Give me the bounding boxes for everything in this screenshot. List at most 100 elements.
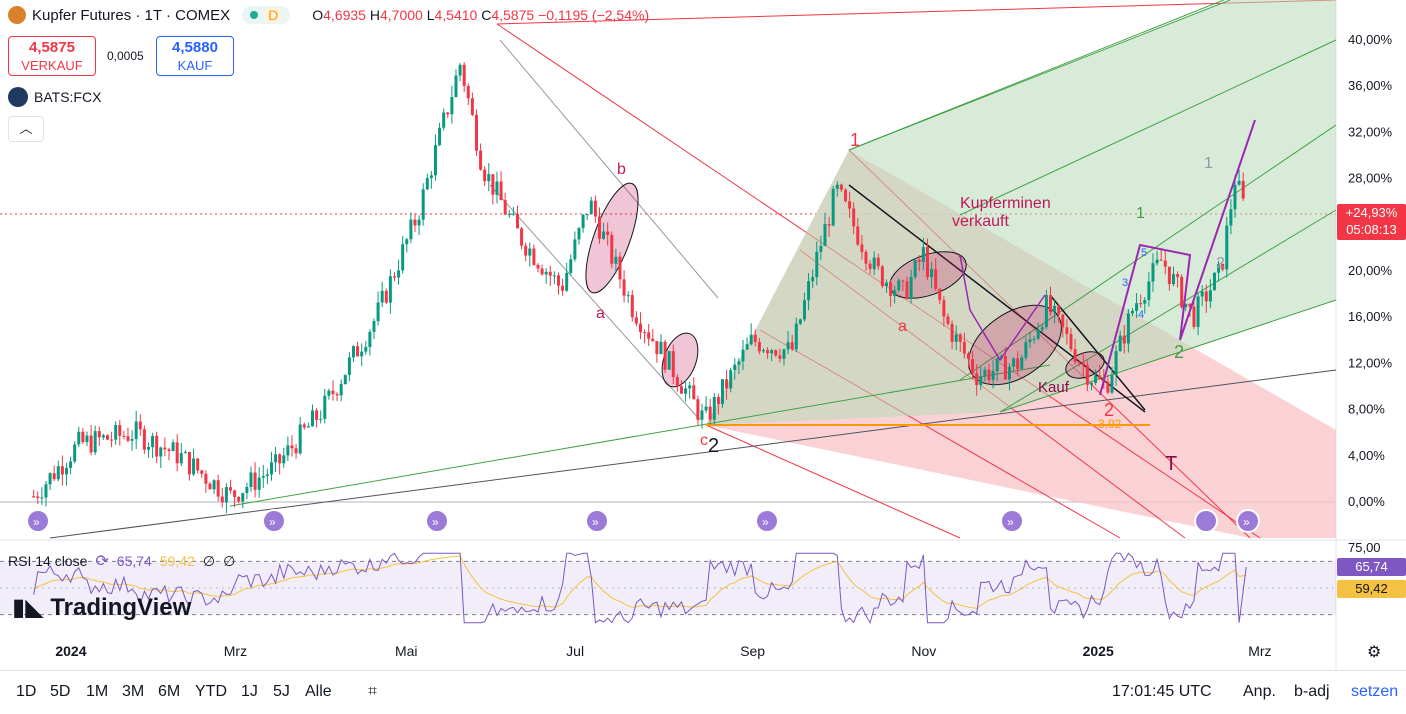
rsi-legend[interactable]: RSI 14 close ⟳ 65,74 59,42 ∅ ∅ (8, 552, 236, 571)
candle-body (69, 461, 73, 468)
range-ytd[interactable]: YTD (195, 683, 227, 700)
candle-body (786, 342, 790, 350)
candle-body (1139, 303, 1143, 305)
candle-body (1188, 303, 1192, 307)
candle-body (241, 493, 245, 502)
symbol-title[interactable]: Kupfer Futures · 1T · COMEX (32, 6, 231, 24)
candle-body (1020, 357, 1024, 370)
candle-body (1135, 303, 1139, 311)
candle-body (114, 425, 118, 440)
goto-date-icon[interactable]: ⌗ (368, 683, 378, 700)
compare-symbol[interactable]: BATS:FCX (8, 87, 101, 107)
range-1d[interactable]: 1D (16, 683, 37, 700)
candle-body (966, 353, 970, 360)
candle-body (105, 435, 109, 440)
buy-button[interactable]: 4,5880 KAUF (156, 36, 234, 76)
rsi-value-tag: 65,74 (1337, 558, 1406, 576)
candle-body (167, 449, 171, 452)
candle-body (216, 480, 220, 497)
candle-body (339, 384, 343, 396)
settings-gear-icon[interactable]: ⚙ (1367, 644, 1382, 661)
candle-body (667, 351, 671, 370)
subwave-5: 5 (1141, 247, 1147, 259)
sell-button[interactable]: 4,5875 VERKAUF (8, 36, 96, 76)
green-pitchfork-line (848, 0, 1225, 151)
price-axis-tick: 28,00% (1348, 171, 1393, 186)
range-3m[interactable]: 3M (122, 683, 145, 700)
candle-body (401, 244, 405, 271)
candle-body (729, 370, 733, 389)
wave-label-1-green: 1 (1136, 205, 1145, 222)
candle-body (835, 184, 839, 189)
range-5j[interactable]: 5J (273, 683, 290, 700)
back-adjust-button[interactable]: b-adj (1294, 683, 1330, 700)
candle-body (77, 431, 81, 445)
price-axis-tick: 0,00% (1348, 494, 1385, 509)
red-pitchfork-line (705, 424, 961, 539)
candle-body (901, 280, 905, 282)
candle-body (1204, 291, 1208, 302)
candle-body (36, 496, 40, 498)
tradingview-logo[interactable]: ▮◣ TradingView (12, 594, 192, 621)
candle-body (1163, 260, 1167, 267)
candle-body (1110, 374, 1114, 393)
rsi-ma-line (33, 555, 1247, 609)
candle-body (589, 200, 593, 215)
candle-body (520, 228, 524, 246)
black-trend-line (49, 369, 1337, 539)
candle-body (425, 178, 429, 190)
candle-body (950, 323, 954, 342)
green-pitchfork-line (999, 209, 1337, 413)
market-status-icon: D (242, 6, 291, 24)
candle-body (507, 214, 511, 216)
candle-body (852, 208, 856, 227)
candle-body (606, 231, 610, 235)
range-5d[interactable]: 5D (50, 683, 71, 700)
candle-body (122, 435, 126, 437)
candle-body (893, 290, 897, 296)
collapse-legend-button[interactable]: ︿ (8, 116, 44, 142)
candle-body (134, 421, 138, 440)
clock-time[interactable]: 17:01:45 UTC (1112, 683, 1212, 700)
candle-body (634, 317, 638, 324)
candle-body (60, 466, 64, 475)
candle-body (298, 424, 302, 454)
green-support-line (229, 364, 1051, 507)
range-1m[interactable]: 1M (86, 683, 109, 700)
candle-body (1212, 272, 1216, 291)
candle-body (265, 474, 269, 476)
candle-body (1208, 290, 1212, 302)
candle-body (73, 444, 77, 462)
candle-body (700, 410, 704, 420)
candle-body (274, 454, 278, 463)
adjust-button[interactable]: Anp. (1243, 683, 1276, 700)
candle-body (470, 98, 474, 115)
wave-label-2-green: 2 (1174, 342, 1184, 362)
candle-body (155, 435, 159, 457)
refresh-icon[interactable]: ⟳ (95, 553, 109, 570)
candle-body (528, 248, 532, 256)
candle-body (40, 497, 44, 499)
ohlc-values: O4,6935 H4,7000 L4,5410 C4,5875 −0,1195 … (312, 7, 650, 23)
candle-body (577, 228, 581, 240)
settle-button[interactable]: setzen (1351, 683, 1399, 700)
candle-body (171, 442, 175, 452)
candle-body (794, 323, 798, 350)
candle-body (1036, 329, 1040, 339)
candle-body (995, 358, 999, 372)
candle-body (372, 321, 376, 332)
candle-body (532, 248, 536, 265)
range-1j[interactable]: 1J (241, 683, 258, 700)
candle-body (233, 490, 237, 497)
range-alle[interactable]: Alle (305, 683, 332, 700)
range-6m[interactable]: 6M (158, 683, 181, 700)
candle-body (684, 388, 688, 394)
candle-body (487, 174, 491, 182)
candle-body (327, 390, 331, 396)
candle-body (659, 341, 663, 355)
candle-body (618, 256, 622, 280)
candle-body (1184, 303, 1188, 308)
candle-body (889, 282, 893, 296)
event-marker-icon (1000, 509, 1024, 533)
